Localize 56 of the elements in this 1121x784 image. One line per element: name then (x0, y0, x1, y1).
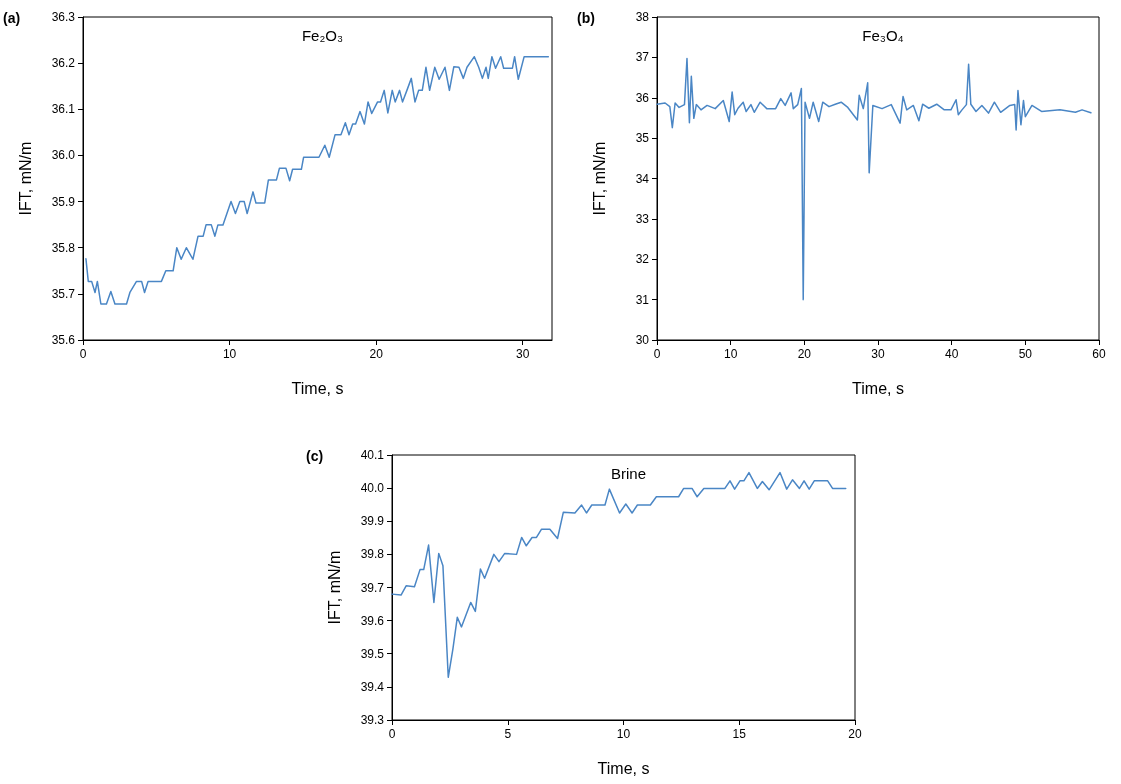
text: Fe₃O₄ (862, 27, 904, 44)
x-tick-label: 20 (797, 347, 812, 361)
y-tick-label: 37 (635, 50, 650, 65)
x-tick-label: 0 (79, 347, 87, 361)
x-tick-label: 5 (504, 727, 512, 741)
y-tick-label: 40.1 (360, 448, 385, 462)
y-tick-label: 35.6 (51, 333, 76, 347)
x-tick-label: 15 (732, 727, 747, 741)
y-tick-label: 38 (635, 10, 650, 24)
x-axis-title: Time, s (291, 379, 344, 397)
x-tick-label: 50 (1018, 347, 1033, 361)
y-tick-label: 39.7 (360, 580, 385, 595)
y-tick-label: 39.8 (360, 547, 385, 562)
text: Brine (610, 465, 647, 482)
y-tick-label: 40.0 (360, 481, 385, 496)
y-tick-label: 36 (635, 90, 650, 105)
y-tick-label: 30 (635, 333, 650, 347)
y-tick-label: 39.9 (360, 514, 385, 529)
text: (b) (577, 10, 595, 26)
x-tick-label: 10 (616, 727, 631, 741)
y-tick-label: 36.2 (51, 56, 76, 71)
y-tick-label: 36.3 (51, 10, 76, 24)
x-tick-label: 0 (388, 727, 396, 741)
x-tick-label: 30 (871, 347, 885, 361)
line-series (85, 55, 550, 305)
y-tick-label: 39.4 (360, 679, 385, 694)
y-tick-label: 32 (635, 252, 650, 267)
y-axis-title: IFT, mN/m (590, 141, 608, 216)
x-tick-label: 20 (369, 347, 384, 361)
y-tick-label: 36.0 (51, 148, 76, 163)
y-tick-label: 34 (635, 171, 650, 186)
y-tick-label: 39.3 (360, 713, 385, 727)
line-series (656, 57, 1092, 301)
y-tick-label: 35 (635, 131, 650, 146)
x-axis-title: Time, s (852, 379, 904, 397)
text: (c) (306, 448, 324, 464)
y-tick-label: 36.1 (51, 102, 76, 117)
x-tick-label: 10 (222, 347, 237, 361)
x-tick-label: 20 (848, 727, 862, 741)
x-tick-label: 40 (944, 347, 959, 361)
y-tick-label: 35.8 (51, 240, 76, 255)
y-axis-title: IFT, mN/m (16, 141, 34, 216)
y-tick-label: 35.7 (51, 286, 76, 301)
y-tick-label: 35.9 (51, 194, 76, 209)
x-tick-label: 10 (723, 347, 738, 361)
x-tick-label: 0 (653, 347, 661, 361)
y-tick-label: 33 (635, 211, 650, 226)
text: Fe₂O₃ (301, 27, 344, 44)
y-tick-label: 39.5 (360, 646, 385, 661)
text: (a) (3, 10, 21, 26)
x-tick-label: 30 (516, 347, 530, 361)
x-axis-title: Time, s (597, 759, 650, 777)
y-axis-title: IFT, mN/m (325, 550, 343, 625)
y-tick-label: 31 (635, 292, 650, 307)
x-tick-label: 60 (1092, 347, 1106, 361)
y-tick-label: 39.6 (360, 613, 385, 628)
